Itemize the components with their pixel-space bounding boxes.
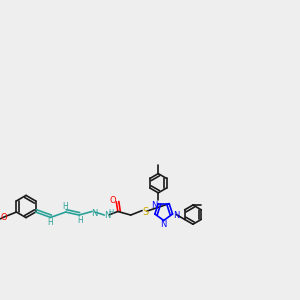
Text: N: N — [104, 212, 110, 220]
Text: H: H — [77, 216, 82, 225]
Text: H: H — [108, 209, 113, 215]
Text: H: H — [47, 218, 53, 227]
Text: H: H — [62, 202, 68, 211]
Text: N: N — [173, 211, 180, 220]
Text: O: O — [109, 196, 116, 205]
Text: N: N — [91, 209, 97, 218]
Text: N: N — [160, 220, 167, 229]
Text: O: O — [1, 213, 7, 222]
Text: N: N — [151, 201, 158, 210]
Text: S: S — [142, 207, 148, 217]
